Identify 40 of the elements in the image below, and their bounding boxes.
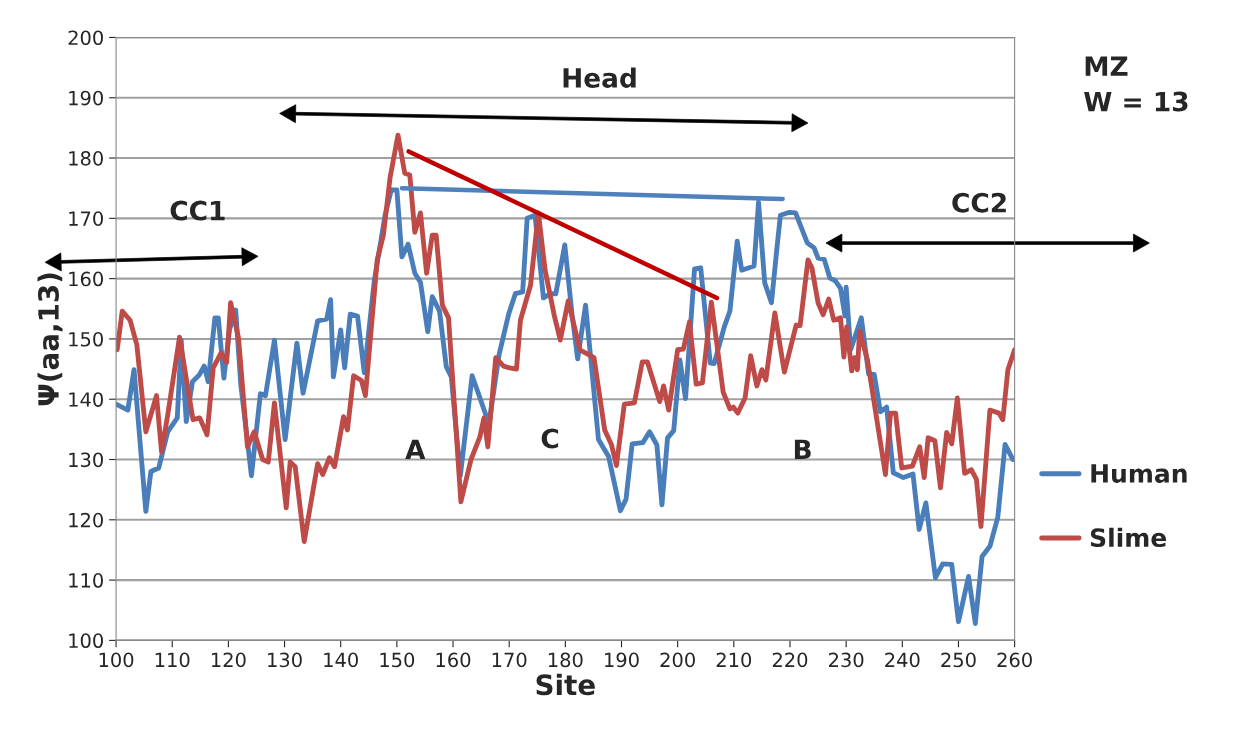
x-tick-label: 230 [829, 652, 864, 668]
legend-label: Slime [1090, 527, 1167, 548]
annotation: B [794, 439, 811, 459]
y-tick-label: 180 [69, 150, 103, 166]
annotation: CC1 [170, 200, 225, 221]
x-tick-label: 170 [492, 652, 527, 668]
text: MZ W = 13 [1084, 56, 1188, 112]
y-axis-title: Ψ(aa,13) [37, 273, 63, 406]
x-axis-title: Site [536, 673, 595, 696]
annotation: C [541, 428, 559, 449]
x-tick-label: 240 [885, 652, 920, 668]
y-tick-label: 140 [69, 392, 103, 407]
x-tick-label: 180 [548, 652, 583, 668]
annotation: CC2 [952, 192, 1006, 213]
x-tick-label: 140 [324, 652, 358, 668]
x-tick-label: 190 [605, 652, 639, 668]
annotation: Head [563, 67, 636, 88]
x-tick-label: 160 [436, 652, 471, 668]
x-tick-label: 260 [997, 652, 1032, 668]
y-tick-label: 160 [69, 271, 103, 287]
y-tick-label: 170 [69, 211, 103, 226]
y-tick-label: 110 [69, 573, 103, 588]
x-tick-label: 220 [772, 652, 808, 668]
y-tick-label: 190 [69, 90, 103, 106]
y-tick-label: 200 [68, 30, 103, 46]
y-tick-label: 150 [69, 331, 103, 347]
x-tick-label: 210 [716, 652, 752, 668]
y-tick-label: 130 [69, 452, 103, 468]
x-tick-label: 120 [211, 652, 246, 668]
x-tick-label: 150 [380, 652, 415, 668]
x-tick-label: 110 [155, 652, 190, 668]
line-series [116, 132, 1015, 544]
annotation: A [405, 439, 426, 459]
x-tick-label: 100 [99, 652, 134, 668]
y-tick-label: 120 [69, 512, 103, 528]
x-tick-label: 250 [941, 652, 976, 668]
x-tick-label: 200 [660, 652, 695, 668]
x-tick-label: 130 [268, 652, 302, 668]
legend-label: Human [1091, 464, 1187, 483]
y-tick-label: 100 [69, 633, 103, 649]
